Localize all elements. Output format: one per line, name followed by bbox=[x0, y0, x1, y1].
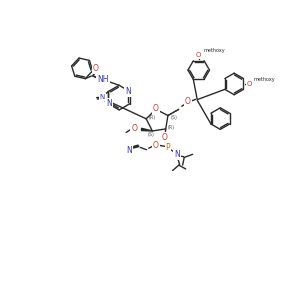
Text: methoxy: methoxy bbox=[203, 48, 225, 53]
Text: NH: NH bbox=[97, 75, 109, 84]
Text: O: O bbox=[247, 81, 252, 87]
Text: N: N bbox=[100, 94, 105, 100]
Text: O: O bbox=[162, 133, 168, 142]
Text: (R): (R) bbox=[148, 115, 156, 120]
Text: P: P bbox=[166, 143, 170, 152]
Text: methoxy: methoxy bbox=[254, 77, 275, 82]
Text: N: N bbox=[174, 150, 180, 159]
Text: (R): (R) bbox=[168, 125, 175, 130]
Text: O: O bbox=[185, 97, 191, 106]
Text: N: N bbox=[106, 99, 112, 108]
Text: (S): (S) bbox=[147, 132, 154, 137]
Text: O: O bbox=[196, 52, 201, 58]
Text: O: O bbox=[93, 64, 99, 73]
Text: O: O bbox=[153, 104, 159, 113]
Text: N: N bbox=[126, 146, 132, 155]
Text: O: O bbox=[132, 124, 137, 133]
Text: O: O bbox=[153, 141, 159, 150]
Text: (S): (S) bbox=[170, 115, 177, 120]
Text: N: N bbox=[125, 87, 131, 96]
Polygon shape bbox=[142, 128, 152, 131]
